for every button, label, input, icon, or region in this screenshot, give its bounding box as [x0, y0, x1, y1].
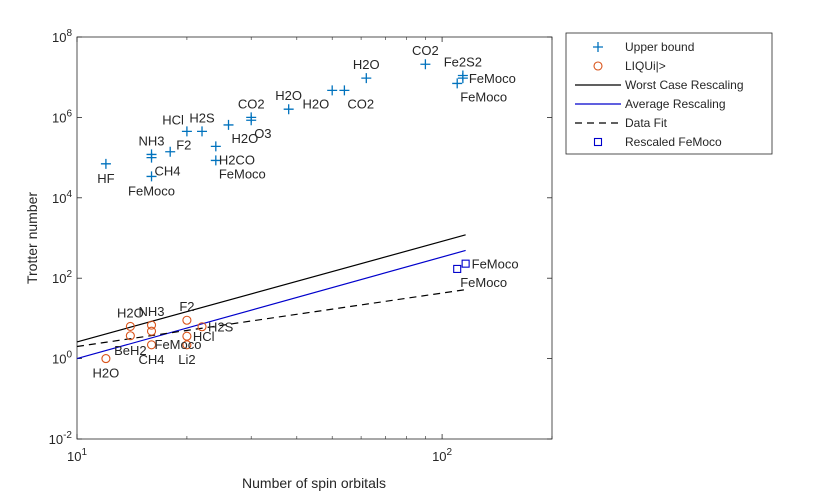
axis-ticks: 101 102 10-2 100 102 104 106 108 [49, 28, 553, 464]
point-label: HF [97, 171, 114, 186]
point-label: HCl [162, 112, 184, 127]
marker-plus [146, 152, 157, 163]
y-axis-title: Trotter number [24, 192, 40, 284]
legend: Upper bound LIQUi|> Worst Case Rescaling Av… [565, 32, 773, 155]
series-line-0 [76, 234, 466, 343]
point-label: H2O [275, 88, 302, 103]
marker-plus [339, 85, 350, 96]
point-label: FeMoco [460, 275, 507, 290]
point-label: FeMoco [219, 166, 266, 181]
data-markers [100, 59, 470, 364]
marker-square [453, 264, 462, 273]
point-label: FeMoco [472, 257, 519, 272]
point-label: FeMoco [460, 89, 507, 104]
legend-label: LIQUi|> [625, 59, 666, 73]
point-label: CO2 [238, 96, 265, 111]
point-label: CO2 [412, 43, 439, 58]
marker-plus [100, 158, 111, 169]
legend-label: Upper bound [625, 40, 694, 54]
tick-label: 10-2 [49, 430, 73, 447]
point-label: H2S [208, 320, 234, 335]
point-label: H2O [232, 131, 259, 146]
marker-plus [361, 73, 372, 84]
plot-area [76, 36, 553, 440]
point-label: NH3 [139, 133, 165, 148]
marker-plus [181, 126, 192, 137]
point-label: H2S [189, 110, 215, 125]
marker-plus [457, 73, 468, 84]
legend-label: Worst Case Rescaling [625, 78, 744, 92]
fit-lines [76, 234, 466, 360]
tick-label: 104 [52, 189, 72, 206]
marker-circle [146, 320, 157, 330]
marker-plus [223, 119, 234, 130]
legend-label: Data Fit [625, 116, 668, 130]
point-label: CH4 [139, 352, 165, 367]
marker-square [461, 259, 470, 268]
marker-circle [197, 322, 207, 332]
legend-swatch [593, 137, 603, 147]
marker-circle [125, 331, 135, 341]
marker-plus [165, 146, 176, 157]
point-label: H2O [93, 366, 120, 381]
marker-plus [210, 155, 221, 166]
marker-plus [327, 85, 338, 96]
point-label: H2O [302, 96, 329, 111]
point-label: O3 [254, 126, 271, 141]
tick-label: 101 [67, 447, 87, 464]
marker-plus [210, 141, 221, 152]
marker-plus [246, 115, 257, 126]
marker-plus [283, 104, 294, 115]
legend-swatch [593, 42, 603, 52]
marker-plus [197, 126, 208, 137]
point-label: FeMoco [155, 337, 202, 352]
marker-circle [125, 321, 135, 332]
marker-circle [182, 331, 192, 341]
legend-label: Rescaled FeMoco [625, 135, 722, 149]
legend-label: Average Rescaling [625, 97, 726, 111]
x-axis-title: Number of spin orbitals [242, 475, 386, 491]
point-label: Li2 [178, 352, 195, 367]
marker-circle [182, 340, 192, 350]
tick-label: 102 [52, 269, 72, 286]
tick-label: 108 [52, 28, 72, 45]
point-label: CH4 [155, 164, 181, 179]
tick-label: 106 [52, 108, 72, 125]
point-label: F2 [179, 299, 194, 314]
series-line-2 [76, 289, 466, 348]
legend-swatch [593, 61, 603, 71]
marker-plus [146, 171, 157, 182]
point-label: FeMoco [128, 183, 175, 198]
point-label: H2O [353, 57, 380, 72]
marker-plus [420, 59, 431, 70]
tick-label: 102 [432, 447, 452, 464]
marker-circle [101, 354, 111, 364]
point-label: FeMoco [469, 71, 516, 86]
point-label: Fe2S2 [444, 55, 482, 70]
point-label: BeH2 [114, 343, 147, 358]
marker-plus [452, 78, 463, 89]
point-label: H2O [117, 305, 144, 320]
marker-circle [146, 340, 157, 350]
point-label: NH3 [139, 304, 165, 319]
point-label: H2CO [219, 152, 255, 167]
tick-label: 100 [52, 350, 72, 367]
legend-box [565, 32, 773, 155]
point-label: F2 [176, 138, 191, 153]
marker-circle [146, 326, 157, 336]
marker-circle [182, 315, 192, 325]
point-label: CO2 [347, 96, 374, 111]
series-line-1 [76, 249, 466, 360]
point-label: HCl [193, 329, 215, 344]
